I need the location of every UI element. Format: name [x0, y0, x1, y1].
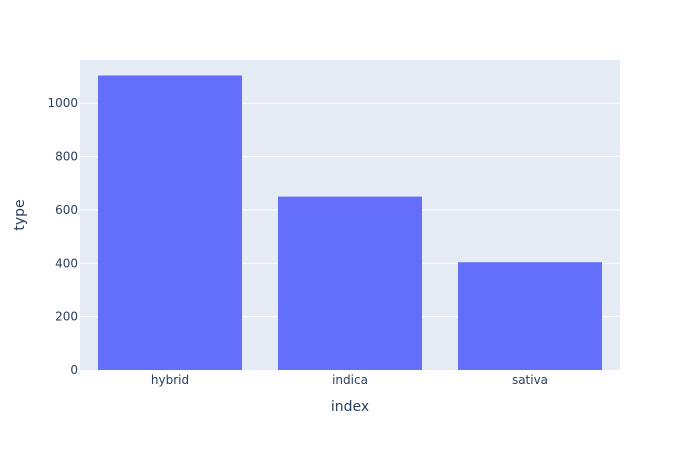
x-tick-label-indica: indica [332, 373, 368, 387]
bar-hybrid[interactable] [98, 75, 242, 370]
bar-indica[interactable] [278, 196, 422, 370]
bars [98, 75, 602, 370]
y-axis-title: type [12, 199, 28, 230]
x-tick-label-hybrid: hybrid [151, 373, 189, 387]
x-tick-label-sativa: sativa [512, 373, 548, 387]
x-axis-title: index [331, 399, 369, 415]
bar-sativa[interactable] [458, 262, 602, 370]
y-tick-label-600: 600 [55, 203, 78, 217]
y-tick-label-0: 0 [70, 363, 78, 377]
y-tick-label-200: 200 [55, 310, 78, 324]
x-axis-ticks: hybrid indica sativa [151, 373, 548, 387]
y-tick-label-800: 800 [55, 150, 78, 164]
y-tick-label-400: 400 [55, 256, 78, 270]
y-axis-ticks: 0 200 400 600 800 1000 [47, 96, 78, 377]
y-tick-label-1000: 1000 [47, 96, 78, 110]
